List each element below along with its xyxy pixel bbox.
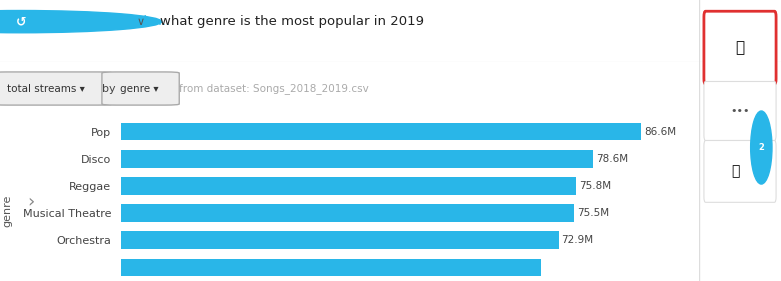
Circle shape — [0, 10, 162, 33]
Bar — [121, 204, 574, 222]
Bar — [121, 259, 541, 276]
Text: what genre is the most popular in 2019: what genre is the most popular in 2019 — [160, 15, 424, 28]
Text: total streams ▾: total streams ▾ — [7, 84, 84, 94]
Text: genre ▾: genre ▾ — [119, 84, 159, 94]
Text: ∨: ∨ — [137, 17, 144, 27]
FancyBboxPatch shape — [102, 72, 179, 105]
Bar — [121, 150, 593, 167]
Text: •••: ••• — [730, 106, 750, 116]
Text: 💬: 💬 — [732, 164, 740, 178]
Text: 2: 2 — [758, 143, 765, 152]
Text: 📊: 📊 — [736, 40, 744, 55]
Circle shape — [751, 111, 772, 184]
Text: by: by — [102, 84, 116, 94]
FancyBboxPatch shape — [0, 72, 112, 105]
Text: 72.9M: 72.9M — [562, 235, 594, 245]
Text: 75.5M: 75.5M — [577, 208, 609, 218]
Text: 86.6M: 86.6M — [644, 127, 676, 137]
FancyBboxPatch shape — [704, 81, 776, 140]
Bar — [121, 177, 576, 195]
FancyBboxPatch shape — [704, 140, 776, 202]
Text: 78.6M: 78.6M — [596, 154, 628, 164]
Text: 2018-2019 Stake...: 2018-2019 Stake... — [51, 15, 169, 28]
Text: genre: genre — [3, 194, 12, 227]
Text: from dataset: Songs_2018_2019.csv: from dataset: Songs_2018_2019.csv — [179, 83, 369, 94]
Text: ↺: ↺ — [16, 15, 27, 28]
FancyBboxPatch shape — [704, 11, 776, 84]
Text: ⋮: ⋮ — [753, 13, 769, 31]
Text: ›: › — [27, 193, 35, 211]
Bar — [121, 232, 558, 249]
Bar — [121, 123, 640, 140]
Text: 75.8M: 75.8M — [579, 181, 611, 191]
